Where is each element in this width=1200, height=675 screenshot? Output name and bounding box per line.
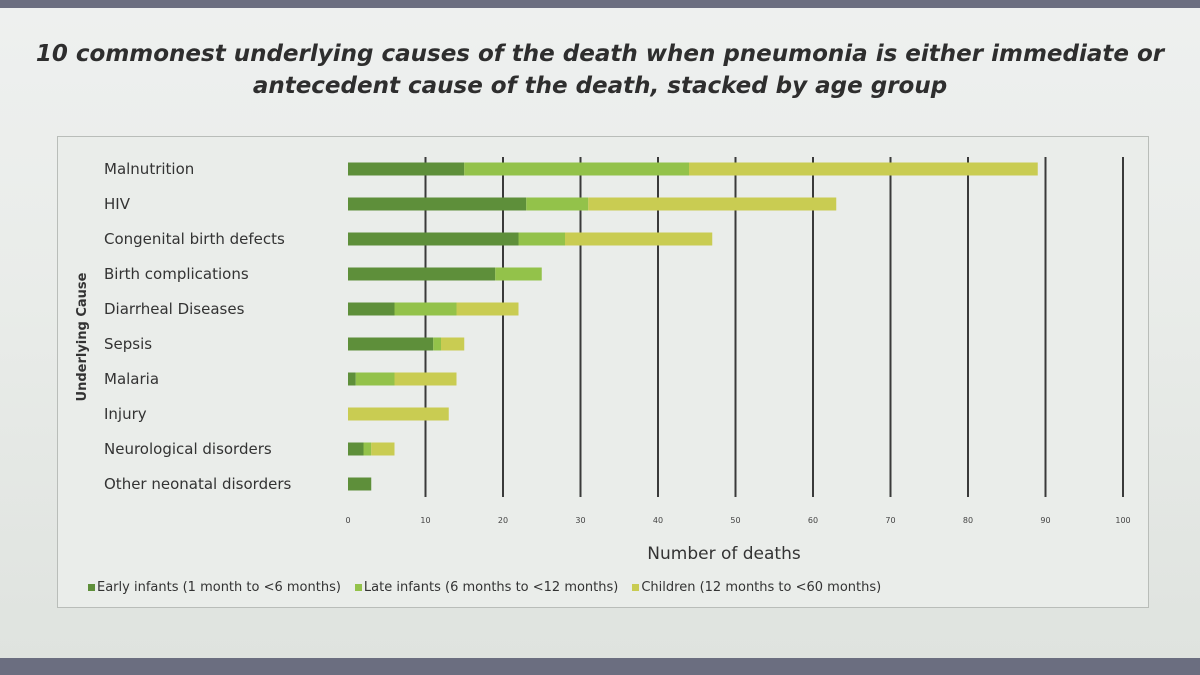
legend-swatch-late <box>354 584 362 591</box>
chart-area: Malnutrition HIV Congenital birth defects B… <box>57 136 1149 608</box>
x-tick-label: 100 <box>1115 516 1130 525</box>
category-label: Malnutrition <box>104 160 194 178</box>
bar-segment <box>355 372 395 386</box>
bar-segment <box>456 302 519 316</box>
gridlines <box>424 157 1124 497</box>
bar-segment <box>464 162 689 176</box>
x-tick-label: 0 <box>345 516 350 525</box>
legend-label-early: Early infants (1 month to <6 months) <box>97 580 341 595</box>
x-tick-label: 80 <box>963 516 973 525</box>
bar-segment <box>689 162 1038 176</box>
bar-segment <box>348 442 364 456</box>
bar-segment <box>348 267 496 281</box>
bar-segment <box>371 442 395 456</box>
bar-segment <box>495 267 542 281</box>
legend-item-early: Early infants (1 month to <6 months) <box>88 580 341 595</box>
legend-label-late: Late infants (6 months to <12 months) <box>363 580 619 595</box>
bar-segment <box>348 197 527 211</box>
slide-title: 10 commonest underlying causes of the de… <box>35 41 1165 99</box>
category-label: Other neonatal disorders <box>104 475 291 493</box>
x-tick-label: 40 <box>653 516 663 525</box>
bar-segment <box>526 197 589 211</box>
bar-segment <box>348 337 434 351</box>
bar-segment <box>441 337 465 351</box>
bar-segment <box>348 477 372 491</box>
category-label: Sepsis <box>104 335 152 353</box>
legend-swatch-children <box>632 584 640 591</box>
legend-item-late: Late infants (6 months to <12 months) <box>354 580 619 595</box>
x-tick-label: 50 <box>730 516 740 525</box>
x-tick-labels: 0 10 20 30 40 50 60 70 80 90 100 <box>345 516 1130 525</box>
bar-segment <box>394 302 457 316</box>
x-tick-label: 90 <box>1040 516 1050 525</box>
bar-segment <box>394 372 457 386</box>
category-label: Malaria <box>104 370 159 388</box>
category-label: Birth complications <box>104 265 249 283</box>
bar-segment <box>348 232 519 246</box>
x-tick-label: 60 <box>808 516 818 525</box>
category-label: Diarrheal Diseases <box>104 300 245 318</box>
slide: 10 commonest underlying causes of the de… <box>0 8 1200 658</box>
bar-segment <box>348 162 465 176</box>
bars <box>348 162 1038 491</box>
bar-segment <box>348 407 449 421</box>
y-axis-label: Underlying Cause <box>75 272 90 401</box>
bar-segment <box>348 372 356 386</box>
legend: Early infants (1 month to <6 months) Lat… <box>88 580 1148 595</box>
x-axis-label: Number of deaths <box>647 544 801 564</box>
category-label: Congenital birth defects <box>104 230 285 248</box>
x-tick-label: 10 <box>420 516 430 525</box>
bar-segment <box>363 442 372 456</box>
bar-segment <box>588 197 837 211</box>
legend-swatch-early <box>88 584 95 591</box>
bar-segment <box>433 337 441 351</box>
bar-segment <box>565 232 713 246</box>
category-label: Neurological disorders <box>104 440 272 458</box>
bar-segment <box>518 232 565 246</box>
x-tick-label: 30 <box>575 516 585 525</box>
x-tick-label: 70 <box>885 516 895 525</box>
stacked-bar-chart: Malnutrition HIV Congenital birth defects B… <box>75 157 1131 564</box>
x-tick-label: 20 <box>498 516 508 525</box>
legend-label-children: Children (12 months to <60 months) <box>641 580 882 595</box>
category-labels: Malnutrition HIV Congenital birth defects B… <box>104 160 291 493</box>
bar-segment <box>348 302 395 316</box>
category-label: Injury <box>104 405 147 423</box>
legend-item-children: Children (12 months to <60 months) <box>632 580 881 595</box>
category-label: HIV <box>104 195 131 213</box>
